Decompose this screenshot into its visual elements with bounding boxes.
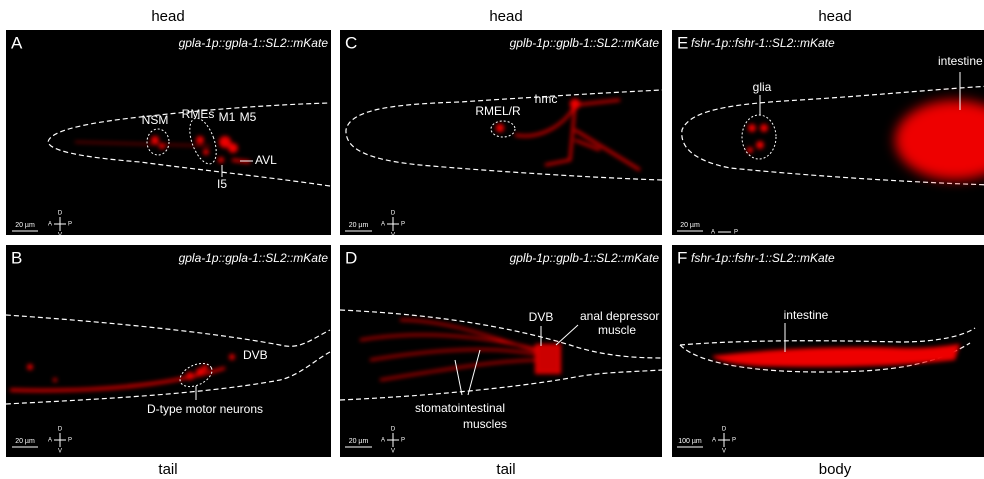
panel-title: gplb-1p::gplb-1::SL2::mKate [510, 36, 660, 50]
column-footer: tail [158, 461, 177, 478]
annotation: M5 [240, 110, 257, 124]
panel-title: gpla-1p::gpla-1::SL2::mKate [179, 36, 329, 50]
compass-label: A [48, 222, 52, 228]
panel-letter: C [345, 33, 357, 52]
panel-c [340, 30, 662, 235]
column-header: head [818, 8, 851, 25]
annotation: M1 [219, 110, 236, 124]
annotation: stomatointestinal [415, 401, 505, 415]
compass-label: P [734, 230, 738, 236]
column-header: head [489, 8, 522, 25]
compass-label: V [391, 233, 395, 239]
compass-label: D [722, 427, 727, 433]
annotation: muscles [463, 417, 507, 431]
panel-f [672, 245, 984, 457]
panel-title: fshr-1p::fshr-1::SL2::mKate [691, 36, 835, 50]
scale-bar-label: 20 µm [349, 438, 369, 445]
compass-label: P [401, 438, 405, 444]
compass-label: A [381, 222, 385, 228]
compass-label: A [381, 438, 385, 444]
annotation: intestine [784, 308, 829, 322]
annotation: muscle [598, 323, 636, 337]
scale-bar-label: 20 µm [349, 222, 369, 229]
panel-title: gplb-1p::gplb-1::SL2::mKate [510, 251, 660, 265]
compass-label: P [68, 438, 72, 444]
compass-label: V [722, 449, 726, 455]
compass-label: V [58, 233, 62, 239]
panel-letter: D [345, 248, 357, 267]
annotation: RMEs [182, 107, 215, 121]
panel-title: fshr-1p::fshr-1::SL2::mKate [691, 251, 835, 265]
compass-label: D [58, 211, 63, 217]
compass-label: A [48, 438, 52, 444]
panel-letter: E [677, 33, 688, 52]
compass-label: A [712, 438, 716, 444]
compass-label: V [391, 449, 395, 455]
column-header: head [151, 8, 184, 25]
annotation: glia [753, 80, 772, 94]
scale-bar-label: 20 µm [15, 222, 35, 229]
scale-bar-label: 20 µm [680, 222, 700, 229]
panel-a [6, 30, 331, 235]
annotation: anal depressor [580, 309, 659, 323]
annotation: AVL [255, 153, 277, 167]
scale-bar-label: 100 µm [678, 438, 702, 445]
compass-label: P [732, 438, 736, 444]
panel-letter: A [11, 33, 23, 52]
compass-label: D [58, 427, 63, 433]
scale-bar-label: 20 µm [15, 438, 35, 445]
panel-b [6, 245, 331, 457]
compass-label: P [68, 222, 72, 228]
panel-letter: B [11, 248, 22, 267]
annotation: D-type motor neurons [147, 402, 263, 416]
compass-label: P [401, 222, 405, 228]
compass-label: D [391, 427, 396, 433]
annotation: DVB [243, 348, 268, 362]
annotation: NSM [142, 113, 169, 127]
figure: headtail headtail headbody Agpla-1p::gpla-1… [0, 0, 984, 479]
annotation: RMEL/R [475, 104, 521, 118]
panel-letter: F [677, 248, 687, 267]
column-footer: tail [496, 461, 515, 478]
annotation: DVB [529, 310, 554, 324]
annotation: I5 [217, 177, 227, 191]
compass-label: A [711, 230, 715, 236]
compass-label: V [58, 449, 62, 455]
annotation: intestine [938, 54, 983, 68]
compass-label: D [391, 211, 396, 217]
column-footer: body [819, 461, 852, 478]
panel-title: gpla-1p::gpla-1::SL2::mKate [179, 251, 329, 265]
annotation: hmc [535, 92, 558, 106]
